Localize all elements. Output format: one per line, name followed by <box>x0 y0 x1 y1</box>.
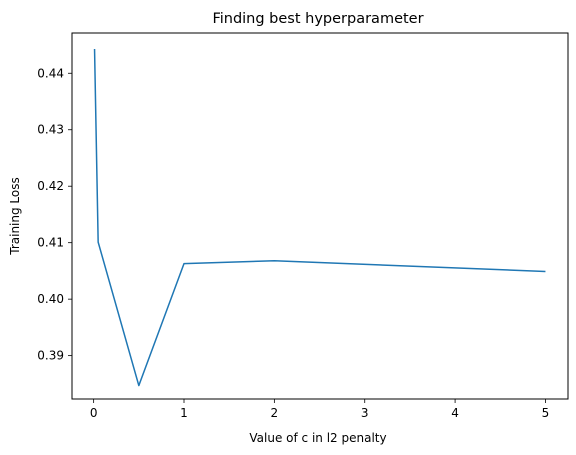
y-tick-label: 0.43 <box>37 123 64 137</box>
plot-area <box>93 48 546 387</box>
x-axis-ticks: 0 1 2 3 4 5 <box>90 399 549 420</box>
x-axis-label: Value of c in l2 penalty <box>249 431 386 445</box>
y-tick-label: 0.41 <box>37 236 64 250</box>
series-line-0 <box>93 48 546 387</box>
y-tick-label: 0.40 <box>37 292 64 306</box>
x-tick-label: 5 <box>542 406 550 420</box>
x-tick-label: 3 <box>361 406 369 420</box>
x-tick-label: 1 <box>180 406 188 420</box>
y-tick-label: 0.42 <box>37 179 64 193</box>
axes-frame <box>71 32 569 400</box>
x-tick-label: 2 <box>271 406 279 420</box>
y-tick-label: 0.39 <box>37 349 64 363</box>
chart-title: Finding best hyperparameter <box>212 11 423 27</box>
y-tick-label: 0.44 <box>37 66 64 80</box>
y-axis-ticks: 0.39 0.40 0.41 0.42 0.43 0.44 <box>37 66 72 363</box>
x-tick-label: 0 <box>90 406 98 420</box>
x-tick-label: 4 <box>451 406 459 420</box>
y-axis-label: Training Loss <box>8 177 22 255</box>
